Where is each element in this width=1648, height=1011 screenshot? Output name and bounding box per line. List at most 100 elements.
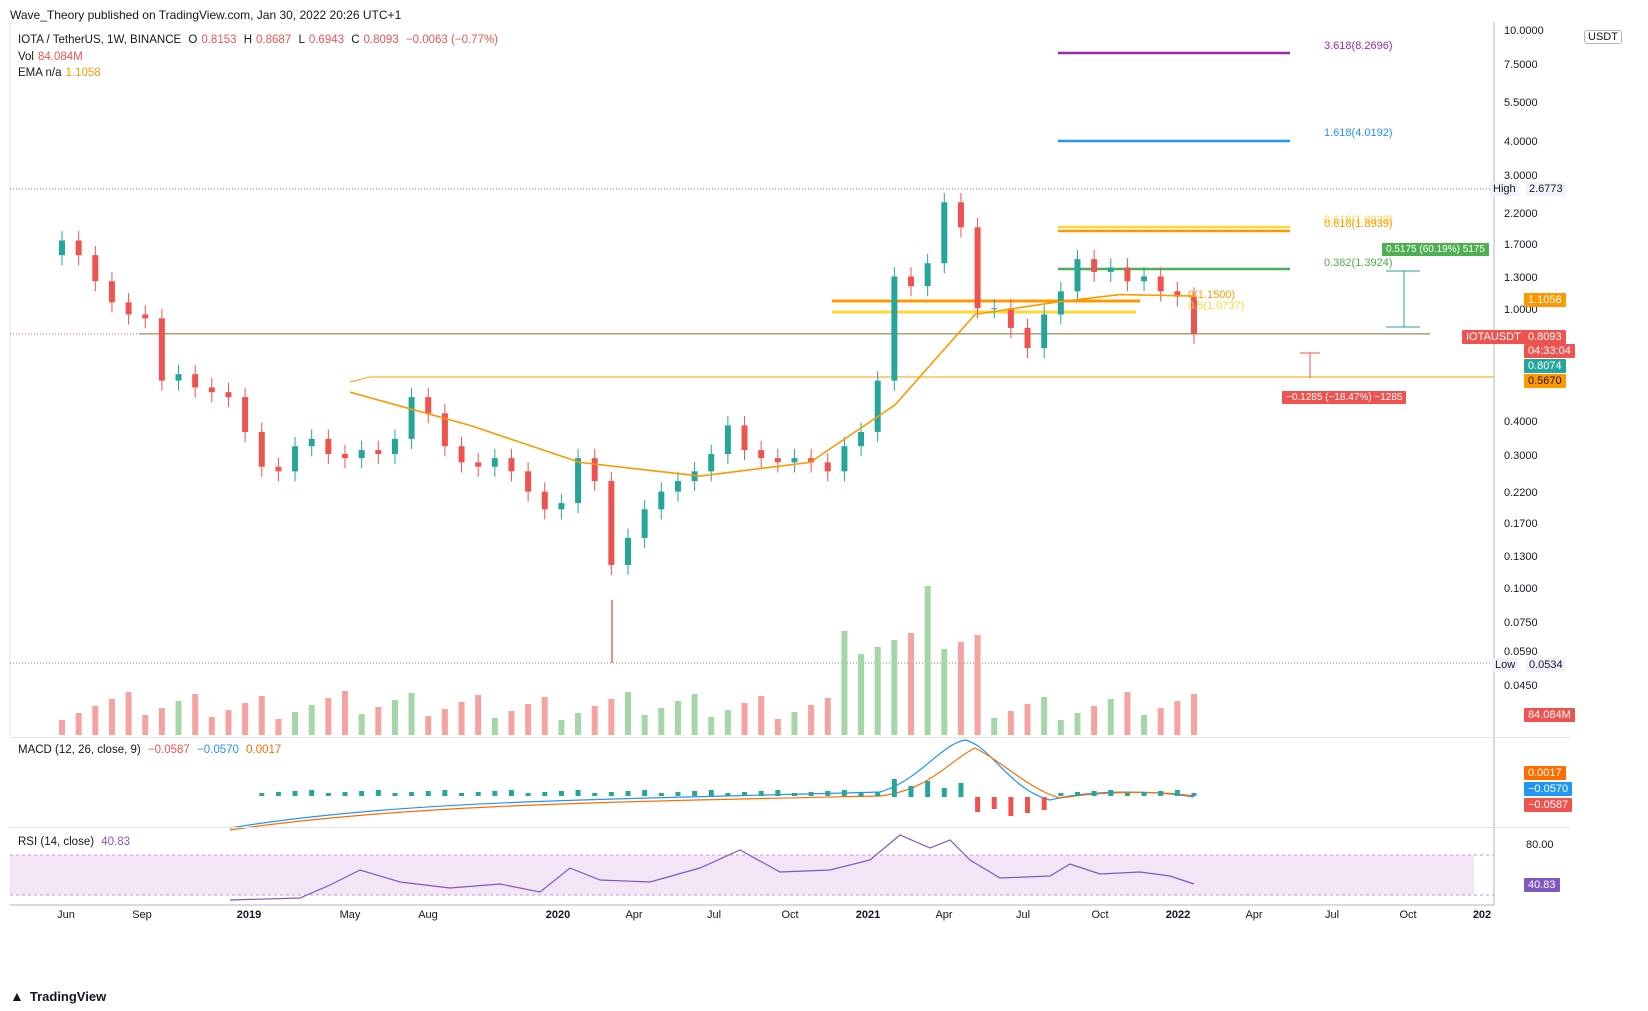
candle-body (1041, 314, 1048, 349)
close-value: 0.8093 (363, 34, 399, 46)
candle-body (891, 276, 898, 381)
macd-hist-bar (359, 791, 365, 796)
macd-hist-bar (542, 792, 548, 796)
rsi-value: 40.83 (101, 836, 131, 848)
candle-body (974, 227, 981, 309)
volume-bar (808, 705, 815, 735)
volume-bar (458, 702, 465, 735)
candle-body (258, 431, 265, 467)
fib-05-label: 0.5(1.0737) (1188, 300, 1245, 312)
volume-bar (425, 716, 432, 735)
candle-body (458, 446, 465, 463)
price-tick: 0.1000 (1504, 583, 1538, 595)
macd-hist-bar (409, 792, 415, 796)
candle-body (242, 397, 249, 432)
volume-bar (375, 707, 382, 735)
fib-0-label: 0(1.1500) (1188, 289, 1236, 301)
candle-body (558, 503, 565, 510)
rsi-legend: RSI (14, close) 40.83 (18, 836, 131, 848)
candle-body (275, 466, 282, 472)
candle-body (758, 450, 765, 459)
time-tick: Oct (1091, 909, 1108, 921)
price-axis-ticks: 10.0000 7.5000 5.5000 4.0000 3.0000 2.2000 1.7… (1504, 25, 1544, 692)
price-tick: 0.0590 (1504, 646, 1538, 658)
countdown-tag: 04:33:04 (1524, 344, 1575, 358)
rsi-pane (10, 834, 1494, 901)
candle-body (575, 458, 582, 504)
volume-bar (358, 714, 365, 735)
candle-body (641, 509, 648, 538)
volume-bar (175, 701, 182, 735)
symbol-legend: IOTA / TetherUS, 1W, BINANCE O 0.8153 H 0.… (18, 34, 499, 46)
volume-bar (275, 719, 282, 735)
macd-value: −0.0587 (147, 744, 190, 756)
macd-hist-bar (791, 793, 797, 796)
volume-bar (475, 695, 482, 735)
volume-bar (108, 699, 115, 735)
macd-hist-bar (1091, 791, 1097, 796)
macd-separator (10, 737, 1570, 738)
fib-1618-label: 1.618(4.0192) (1324, 127, 1393, 139)
volume-bar (941, 649, 948, 735)
macd-hist-bar (442, 790, 448, 796)
macd-hist-bar (825, 791, 831, 796)
hist-value: 0.0017 (246, 744, 282, 756)
volume-bar (391, 700, 398, 735)
symbol-tag: IOTAUSDT (1462, 330, 1525, 344)
macd-hist-bar (309, 790, 315, 796)
candle-body (541, 491, 548, 510)
high-text: High (1490, 182, 1519, 196)
tradingview-icon: ▲ (10, 988, 24, 1004)
tradingview-logo[interactable]: ▲ TradingView (10, 988, 106, 1004)
candle-body (208, 387, 215, 393)
candle-body (59, 240, 65, 256)
price-tick: 2.2000 (1504, 208, 1538, 220)
candle-body (791, 458, 798, 463)
price-tick: 1.3000 (1504, 272, 1538, 284)
time-tick: Oct (781, 909, 798, 921)
macd-pane (229, 739, 1197, 831)
macd-tag: −0.0587 (1524, 798, 1573, 812)
macd-hist-bar (1158, 791, 1164, 796)
candle-body (774, 458, 781, 463)
candle-body (924, 263, 931, 287)
candle-body (608, 481, 615, 565)
price-tick: 5.5000 (1504, 97, 1538, 109)
low-value-tag: 0.0534 (1526, 658, 1566, 672)
macd-hist-bar (841, 790, 847, 796)
volume-bar (674, 701, 681, 735)
candles (59, 192, 1197, 663)
candle-body (108, 281, 115, 303)
signal-line (229, 747, 1195, 831)
candle-body (525, 471, 532, 492)
volume-bar (158, 708, 165, 735)
time-tick: 2019 (237, 909, 261, 921)
candle-body (708, 454, 715, 472)
candle-body (475, 462, 482, 467)
macd-hist-bar (259, 793, 265, 796)
ema-line (349, 293, 1195, 477)
candle-body (591, 458, 598, 482)
currency-unit[interactable]: USDT (1584, 30, 1622, 44)
macd-legend: MACD (12, 26, close, 9) −0.0587 −0.0570 … (18, 744, 282, 756)
macd-hist-bar (1025, 797, 1031, 813)
volume-bar (508, 711, 515, 735)
volume-bar (558, 720, 565, 735)
candle-body (508, 458, 515, 472)
fib-0618-label: 0.618(1.8939) (1324, 218, 1393, 230)
macd-hist-bar (642, 790, 648, 796)
high-value: 0.8687 (256, 34, 292, 46)
candle-body (325, 438, 332, 455)
time-tick: 2021 (856, 909, 880, 921)
open-value: 0.8153 (201, 34, 237, 46)
candle-body (158, 318, 165, 381)
candle-body (808, 458, 815, 463)
candle-body (724, 425, 731, 455)
volume-bar (525, 704, 532, 735)
volume-bar (1157, 708, 1164, 735)
volume-bar (342, 691, 348, 735)
macd-hist-bar (941, 788, 947, 797)
candle-body (358, 450, 365, 459)
macd-hist-bar (375, 790, 381, 796)
